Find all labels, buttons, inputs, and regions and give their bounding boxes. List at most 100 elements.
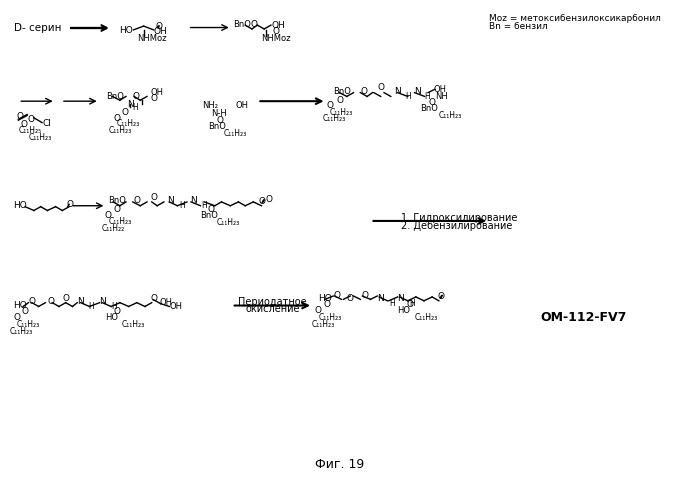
Text: OH: OH	[154, 27, 167, 36]
Text: O: O	[22, 307, 29, 316]
Text: OH: OH	[272, 21, 286, 30]
Text: Периодатное: Периодатное	[238, 297, 307, 307]
Text: C₁₁H₂₃: C₁₁H₂₃	[16, 320, 39, 329]
Text: HO: HO	[13, 301, 27, 310]
Text: O: O	[407, 300, 414, 309]
Text: O: O	[326, 101, 333, 110]
Text: O: O	[16, 112, 23, 121]
Text: D- серин: D- серин	[13, 22, 61, 33]
Text: O: O	[150, 193, 158, 202]
Text: Moz = метоксибензилоксикарбонил: Moz = метоксибензилоксикарбонил	[489, 13, 661, 22]
Text: O: O	[346, 294, 354, 303]
Text: 1. Гидроксилирование: 1. Гидроксилирование	[401, 213, 517, 223]
Text: O: O	[362, 291, 369, 300]
Text: BnO: BnO	[108, 196, 126, 206]
Text: O: O	[323, 300, 330, 309]
Text: HO: HO	[119, 26, 133, 35]
Text: N: N	[127, 100, 134, 109]
Text: O: O	[156, 22, 163, 31]
Text: BnO: BnO	[208, 122, 226, 131]
Text: O: O	[150, 94, 158, 103]
Text: HO: HO	[105, 314, 118, 322]
Text: H: H	[425, 92, 430, 101]
Text: HO: HO	[13, 201, 27, 210]
Text: OH: OH	[433, 85, 447, 94]
Text: O: O	[62, 294, 69, 303]
Text: C₁₁H₂₃: C₁₁H₂₃	[312, 320, 335, 328]
Text: O: O	[265, 195, 272, 204]
Text: O: O	[113, 114, 120, 123]
Text: C₁₁H₂₃: C₁₁H₂₃	[217, 218, 240, 227]
Text: C₁₁H₂₃: C₁₁H₂₃	[330, 108, 353, 117]
Text: OH: OH	[150, 88, 163, 97]
Text: O: O	[272, 27, 279, 36]
Text: BnO: BnO	[199, 211, 218, 220]
Text: BnO: BnO	[420, 104, 438, 113]
Text: O: O	[122, 108, 129, 117]
Text: O: O	[259, 197, 266, 206]
Text: Фиг. 19: Фиг. 19	[316, 458, 365, 471]
Text: O: O	[438, 293, 444, 302]
Text: C₁₁H₂₂: C₁₁H₂₂	[102, 224, 125, 233]
Text: окисление: окисление	[245, 304, 300, 315]
Text: BnO: BnO	[233, 20, 251, 29]
Text: C₁₁H₂₃: C₁₁H₂₃	[318, 313, 342, 322]
Text: C₁₁H₂₃: C₁₁H₂₃	[414, 313, 438, 322]
Text: NH: NH	[435, 92, 447, 101]
Text: O: O	[113, 307, 120, 316]
Text: C₁₁H₂₃: C₁₁H₂₃	[122, 320, 145, 329]
Text: H: H	[201, 201, 207, 210]
Text: O: O	[360, 87, 368, 96]
Text: BnO: BnO	[333, 87, 351, 96]
Text: N: N	[99, 297, 106, 306]
Text: NH₂: NH₂	[202, 101, 218, 110]
Text: NHMoz: NHMoz	[261, 34, 290, 43]
Text: O: O	[315, 306, 322, 315]
Text: O: O	[428, 98, 435, 107]
Text: C₁₁H₂₃: C₁₁H₂₃	[29, 133, 52, 142]
Text: H: H	[409, 299, 415, 308]
Text: OH: OH	[169, 302, 182, 311]
Text: O: O	[66, 200, 74, 209]
Text: O: O	[377, 83, 384, 92]
Text: HO: HO	[398, 306, 411, 315]
Text: C₁₁H₂₃: C₁₁H₂₃	[323, 114, 346, 123]
Text: C₁₁H₂₅: C₁₁H₂₅	[18, 126, 41, 135]
Text: O: O	[48, 297, 55, 306]
Text: BnO: BnO	[106, 92, 124, 101]
Text: OM-112-FV7: OM-112-FV7	[540, 311, 627, 324]
Text: O: O	[251, 20, 258, 29]
Text: O: O	[132, 92, 139, 101]
Text: H: H	[88, 302, 94, 311]
Text: N: N	[190, 196, 197, 206]
Text: N: N	[167, 196, 174, 206]
Text: O: O	[27, 115, 34, 124]
Text: H: H	[111, 302, 117, 311]
Text: O: O	[333, 291, 340, 300]
Text: C₁₁H₂₃: C₁₁H₂₃	[223, 129, 247, 138]
Text: O: O	[134, 196, 141, 206]
Text: N: N	[377, 294, 384, 303]
Text: O: O	[20, 120, 27, 130]
Text: N-H: N-H	[211, 109, 227, 118]
Text: H: H	[389, 299, 395, 308]
Text: H: H	[178, 201, 185, 210]
Text: O: O	[208, 205, 215, 214]
Text: O: O	[337, 96, 344, 105]
Text: O: O	[13, 314, 20, 322]
Text: N: N	[394, 87, 401, 96]
Text: C₁₁H₂₃: C₁₁H₂₃	[108, 217, 132, 226]
Text: O: O	[217, 116, 224, 125]
Text: H: H	[132, 103, 138, 112]
Text: O: O	[104, 211, 111, 220]
Text: OH: OH	[160, 298, 173, 307]
Text: 2. Дебензилирование: 2. Дебензилирование	[401, 221, 512, 231]
Text: O: O	[113, 205, 120, 214]
Text: NHMoz: NHMoz	[136, 34, 167, 43]
Text: C₁₁H₂₃: C₁₁H₂₃	[438, 111, 461, 120]
Text: C₁₁H₂₃: C₁₁H₂₃	[10, 326, 33, 336]
Text: Bn = бензил: Bn = бензил	[489, 22, 548, 31]
Text: H: H	[405, 92, 411, 101]
Text: C₁₁H₂₃: C₁₁H₂₃	[116, 120, 140, 129]
Text: N: N	[398, 294, 405, 303]
